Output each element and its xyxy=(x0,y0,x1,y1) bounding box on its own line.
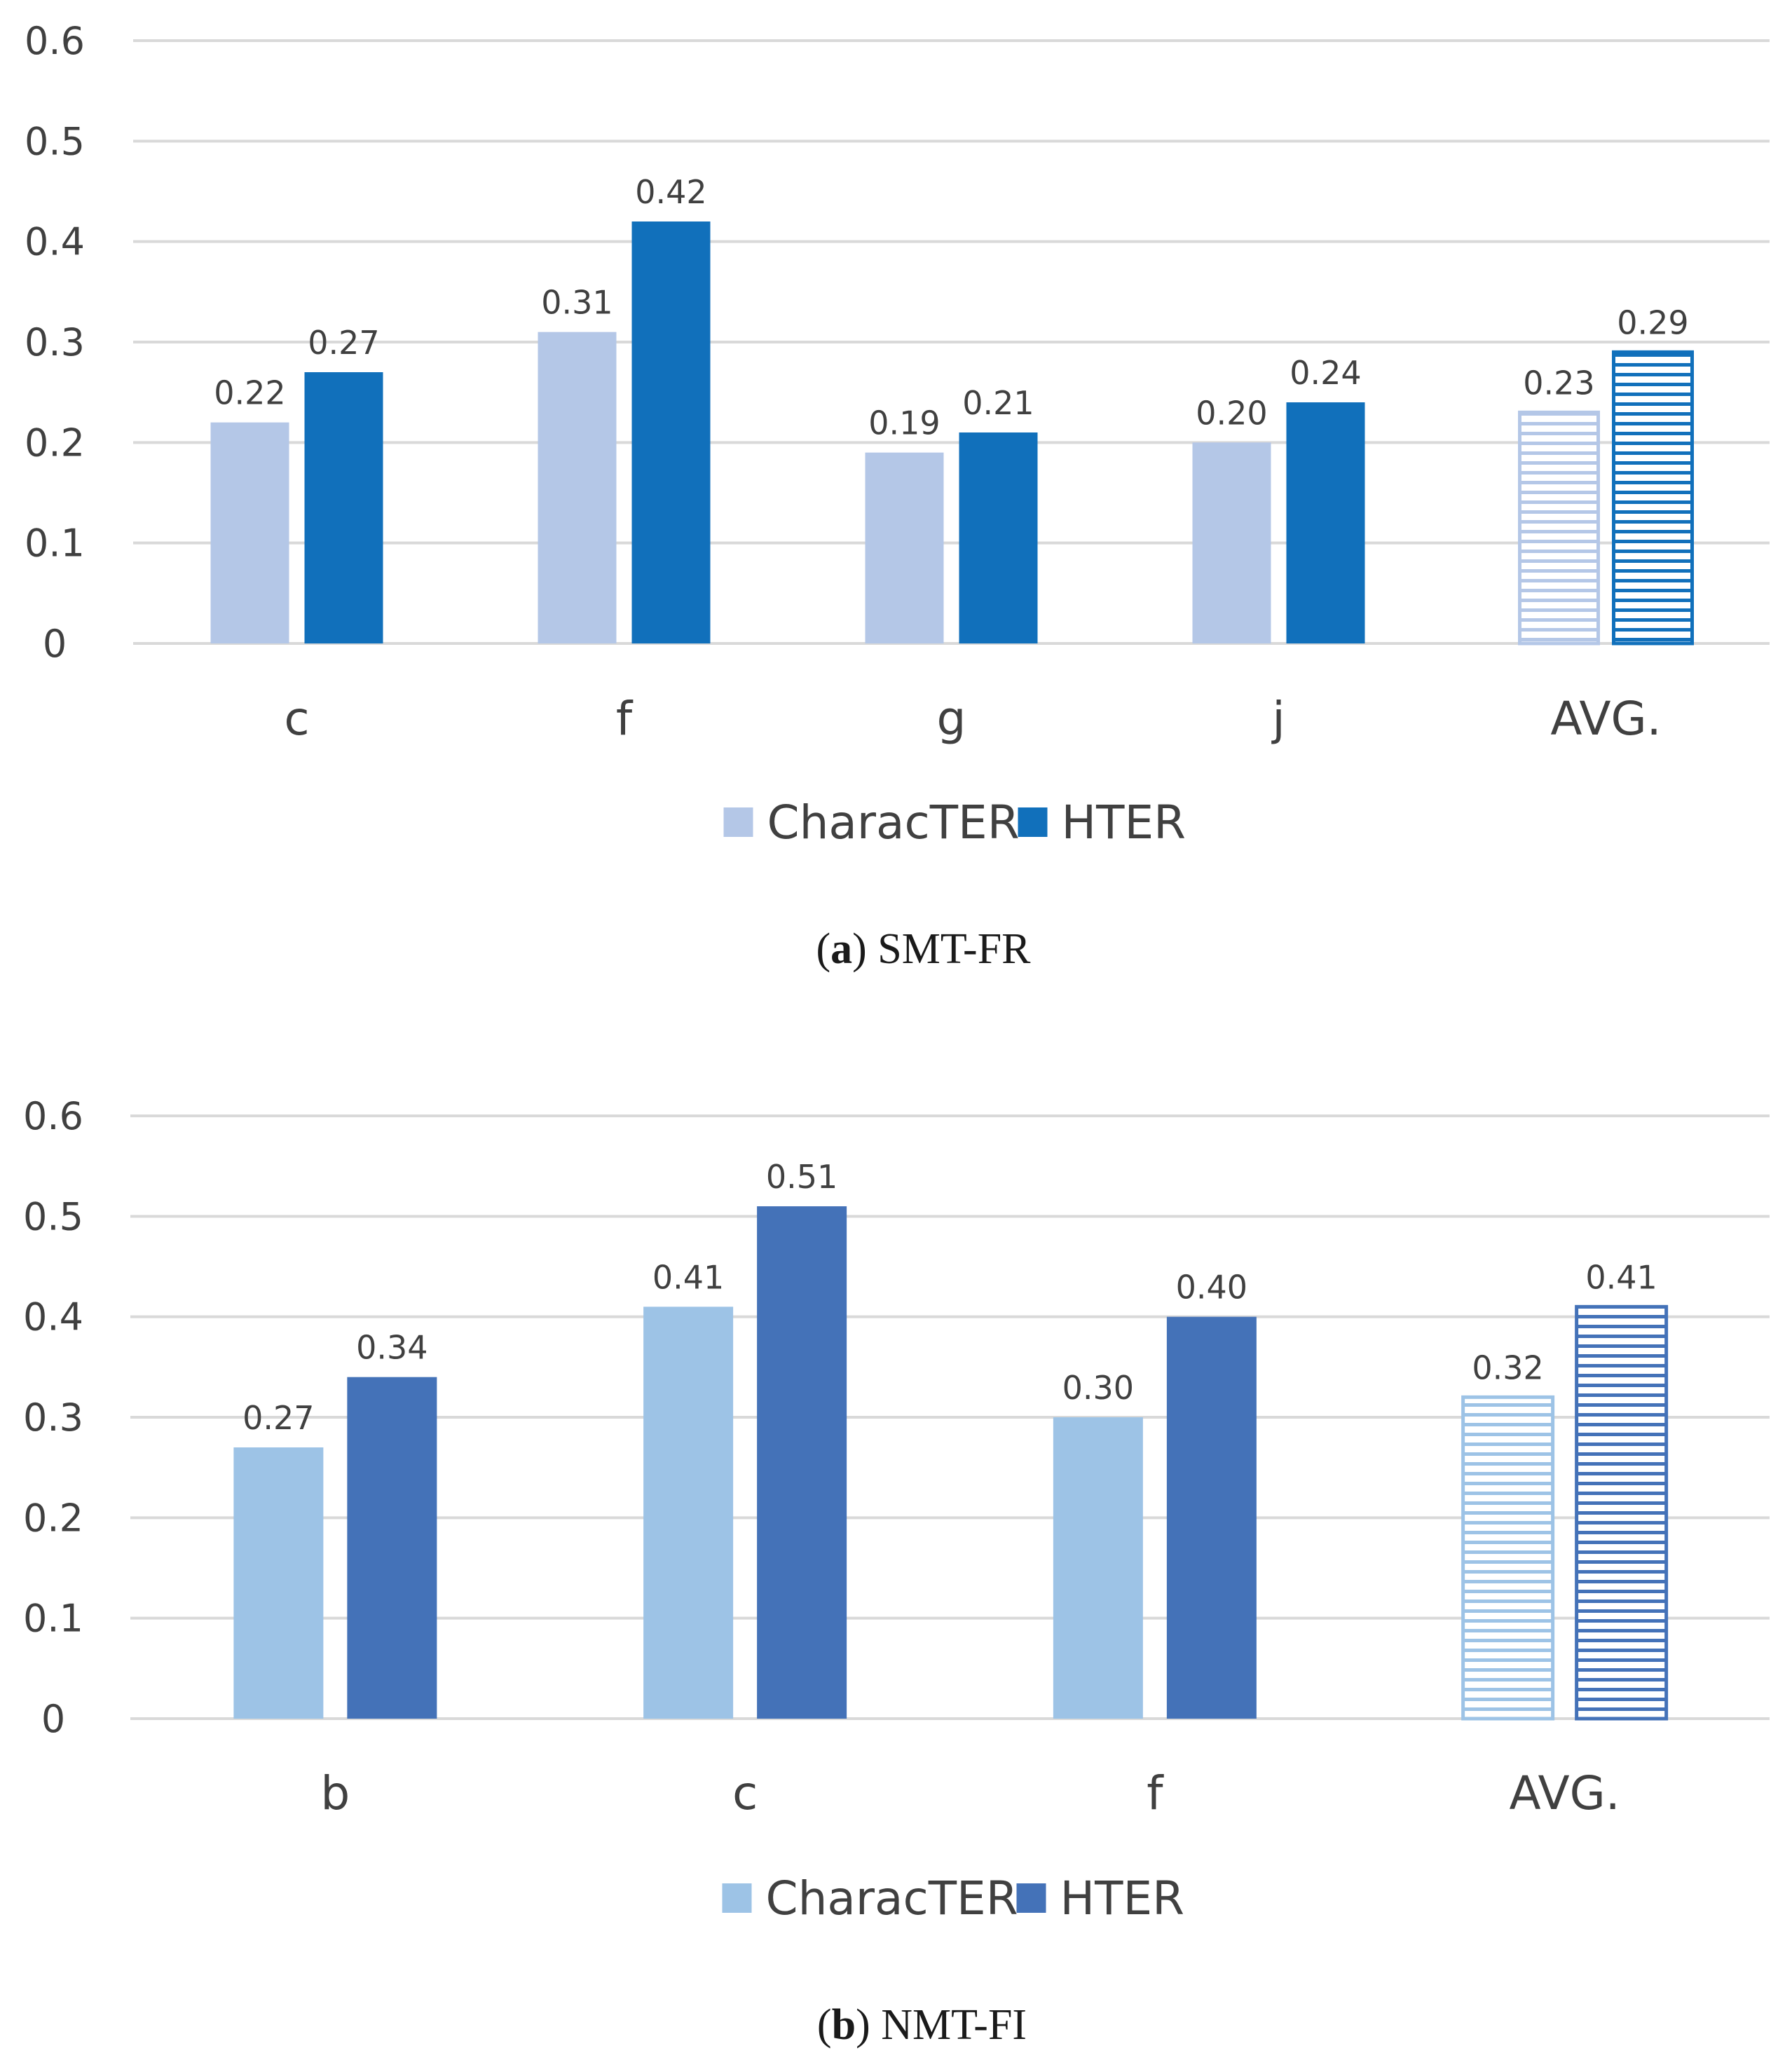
x-category-label: c xyxy=(284,692,309,746)
caption-letter: a xyxy=(830,925,852,973)
bar-character-avg xyxy=(1518,410,1600,646)
chart-panel-a: 0 0.1 0.2 0.3 0.4 0.5 0.6 0.22 0.27 c 0.31 0.42 f 0.1… xyxy=(25,19,1770,973)
data-label: 0.42 xyxy=(635,173,706,211)
caption-letter: b xyxy=(832,2001,856,2049)
y-tick-label: 0.5 xyxy=(23,1194,83,1239)
bar-character-f xyxy=(1053,1417,1143,1719)
caption-title: NMT-FI xyxy=(881,2001,1027,2049)
y-tick-label: 0.3 xyxy=(23,1396,83,1440)
data-label: 0.41 xyxy=(652,1258,724,1296)
legend-swatch-hter xyxy=(1018,807,1048,837)
bar-character-c xyxy=(210,422,289,643)
y-tick-label: 0.2 xyxy=(23,1496,83,1540)
bar-character-g xyxy=(865,452,944,643)
y-tick-label: 0.5 xyxy=(25,119,85,163)
x-category-label: AVG. xyxy=(1550,692,1661,746)
data-label: 0.32 xyxy=(1472,1349,1543,1386)
bar-hter-f xyxy=(1166,1316,1257,1719)
panel-caption: (a) SMT-FR xyxy=(816,925,1031,973)
bar-character-avg xyxy=(1461,1395,1555,1721)
bar-hter-avg xyxy=(1612,350,1694,646)
chart-panel-b: 0 0.1 0.2 0.3 0.4 0.5 0.6 0.27 0.34 b 0.41 0.51 c 0.3… xyxy=(23,1094,1770,2049)
data-label: 0.31 xyxy=(541,284,613,322)
data-label: 0.51 xyxy=(766,1158,837,1196)
data-label: 0.19 xyxy=(868,404,940,442)
x-category-label: f xyxy=(1147,1766,1164,1820)
y-tick-label: 0 xyxy=(41,1697,65,1741)
bar-hter-c xyxy=(757,1206,847,1719)
data-label: 0.20 xyxy=(1196,394,1267,432)
y-tick-label: 0.6 xyxy=(25,19,85,63)
legend-label-character: CharacTER xyxy=(766,1871,1018,1925)
data-label: 0.24 xyxy=(1290,354,1361,392)
x-category-label: j xyxy=(1271,692,1285,746)
data-label: 0.41 xyxy=(1585,1258,1657,1296)
legend-swatch-hter xyxy=(1016,1883,1046,1913)
data-label: 0.23 xyxy=(1523,364,1594,402)
bar-hter-c xyxy=(304,372,383,643)
bar-character-c xyxy=(643,1307,734,1719)
bar-hter-avg xyxy=(1575,1304,1669,1721)
bar-character-b xyxy=(233,1447,324,1719)
data-label: 0.34 xyxy=(356,1329,428,1367)
bar-hter-j xyxy=(1286,402,1365,643)
legend: CharacTER HTER xyxy=(723,796,1186,850)
legend-label-hter: HTER xyxy=(1062,796,1186,850)
x-category-label: AVG. xyxy=(1510,1766,1620,1820)
y-tick-label: 0.4 xyxy=(23,1295,83,1339)
y-tick-label: 0.3 xyxy=(25,320,85,364)
bar-hter-b xyxy=(347,1377,437,1719)
legend-swatch-character xyxy=(722,1883,752,1913)
data-label: 0.27 xyxy=(308,324,379,362)
y-tick-label: 0.6 xyxy=(23,1094,83,1138)
data-label: 0.30 xyxy=(1062,1369,1134,1407)
y-tick-label: 0.1 xyxy=(25,521,85,566)
bar-hter-g xyxy=(959,432,1038,643)
panel-caption: (b) NMT-FI xyxy=(817,2001,1027,2049)
y-tick-label: 0.1 xyxy=(23,1597,83,1641)
data-label: 0.40 xyxy=(1176,1269,1247,1307)
bar-character-f xyxy=(538,332,617,643)
legend-swatch-character xyxy=(723,807,753,837)
data-label: 0.27 xyxy=(242,1399,314,1437)
bar-character-j xyxy=(1192,442,1271,643)
x-category-label: b xyxy=(320,1766,350,1820)
bar-hter-f xyxy=(631,221,711,643)
y-tick-label: 0.4 xyxy=(25,220,85,264)
legend-label-hter: HTER xyxy=(1060,1871,1185,1925)
caption-title: SMT-FR xyxy=(877,925,1031,973)
data-label: 0.22 xyxy=(214,374,285,412)
x-category-label: c xyxy=(732,1766,758,1820)
legend: CharacTER HTER xyxy=(722,1871,1185,1925)
y-tick-label: 0 xyxy=(43,622,67,666)
data-label: 0.21 xyxy=(962,384,1034,422)
y-tick-label: 0.2 xyxy=(25,421,85,465)
legend-label-character: CharacTER xyxy=(767,796,1020,850)
data-label: 0.29 xyxy=(1617,303,1688,341)
x-category-label: g xyxy=(937,692,966,746)
x-category-label: f xyxy=(616,692,634,746)
